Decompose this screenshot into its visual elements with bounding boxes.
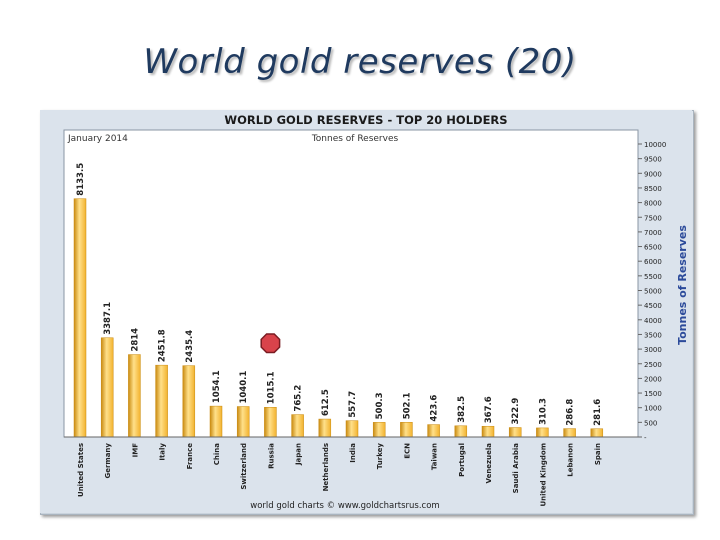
gold-reserves-chart: WORLD GOLD RESERVES - TOP 20 HOLDERS Jan… (40, 110, 692, 513)
chart-footer: world gold charts © www.goldchartsrus.co… (250, 501, 439, 511)
bar (182, 365, 196, 438)
y-tick-label: 8000 (644, 200, 662, 208)
bar-value-label: 2435.4 (185, 330, 195, 363)
y-tick-label: 7000 (644, 229, 662, 237)
bar (155, 364, 168, 438)
y-tick-label: 5000 (644, 288, 662, 296)
y-tick-label: 2500 (644, 361, 662, 369)
y-tick-label: 6500 (644, 244, 662, 252)
category-label: IMF (131, 443, 139, 458)
bar (536, 427, 549, 438)
y-axis-title: Tonnes of Reserves (676, 225, 689, 345)
bar-value-label: 3387.1 (103, 302, 113, 335)
bar-value-label: 1040.1 (239, 371, 249, 404)
bar (291, 414, 304, 438)
bar (508, 427, 522, 438)
y-tick-label: 6000 (644, 258, 662, 266)
y-tick-label: 1000 (644, 405, 662, 413)
y-tick-label: 3000 (644, 346, 662, 354)
bar-value-label: 765.2 (294, 385, 304, 412)
bar-value-label: 423.6 (430, 395, 440, 422)
date-label: January 2014 (67, 134, 128, 144)
bar-value-label: 281.6 (593, 399, 603, 426)
category-label: China (213, 443, 221, 466)
y-axis: - 500 1000 1500 2000 2500 3000 3500 4000 4500 5000… (638, 141, 666, 442)
category-label: Germany (104, 443, 112, 479)
y-tick-label: 4500 (644, 302, 662, 310)
bar-value-label: 1015.1 (266, 371, 276, 404)
category-label: Netherlands (322, 443, 330, 491)
bar (128, 354, 141, 438)
category-label: India (349, 443, 357, 463)
y-tick-label: 3500 (644, 331, 662, 339)
y-tick-label: 9000 (644, 170, 662, 178)
bar-value-label: 322.9 (511, 398, 521, 425)
bar (264, 407, 277, 438)
category-label: Italy (159, 443, 167, 461)
category-label: Venezuela (485, 443, 493, 484)
y-tick-label: - (644, 434, 647, 442)
bar (73, 198, 87, 438)
y-tick-label: 5500 (644, 273, 662, 281)
bar (209, 405, 223, 438)
bar-value-label: 367.6 (484, 396, 494, 423)
bar (454, 425, 468, 438)
bar-value-label: 612.5 (321, 389, 331, 416)
y-tick-label: 500 (644, 419, 657, 427)
highlight-marker (260, 333, 281, 354)
slide-title: World gold reserves (20) (143, 42, 577, 82)
bar-value-label: 557.7 (348, 391, 358, 418)
bar (590, 428, 604, 438)
bar (345, 420, 359, 438)
unit-label: Tonnes of Reserves (311, 134, 399, 144)
y-tick-label: 10000 (644, 141, 666, 149)
bar-value-label: 382.5 (457, 396, 467, 423)
bar (100, 337, 114, 438)
bar-value-label: 1054.1 (212, 370, 222, 403)
category-label: ECN (403, 443, 411, 459)
y-tick-label: 7500 (644, 214, 662, 222)
category-label: Portugal (458, 443, 466, 477)
category-label: United States (77, 443, 85, 497)
category-label: Lebanon (567, 443, 575, 477)
category-label: France (186, 443, 194, 470)
bar-value-label: 310.3 (538, 398, 548, 425)
category-label: Spain (594, 443, 602, 465)
category-label: Saudi Arabia (512, 443, 520, 494)
category-label: Turkey (376, 443, 384, 470)
bar-value-label: 500.3 (375, 392, 385, 419)
bar (318, 418, 332, 438)
category-label: Russia (267, 443, 275, 469)
category-label: United Kingdom (539, 443, 547, 507)
y-tick-label: 2000 (644, 375, 662, 383)
y-tick-label: 1500 (644, 390, 662, 398)
bar-value-label: 502.1 (402, 392, 412, 419)
y-tick-label: 4000 (644, 317, 662, 325)
chart-title: WORLD GOLD RESERVES - TOP 20 HOLDERS (224, 113, 507, 127)
category-label: Taiwan (431, 443, 439, 470)
bar (236, 406, 250, 438)
bar (563, 428, 576, 438)
bar-value-label: 2451.8 (158, 329, 168, 362)
bar (481, 425, 495, 438)
y-tick-label: 9500 (644, 156, 662, 164)
category-label: Japan (295, 443, 303, 466)
bar (372, 422, 386, 438)
bar-value-label: 286.8 (566, 399, 576, 426)
bars: 8133.5 United States 3387.1 Germany 2814 IMF 2… (64, 163, 638, 507)
bar-value-label: 8133.5 (76, 163, 86, 196)
bar (400, 422, 413, 438)
category-label: Switzerland (240, 443, 248, 490)
y-tick-label: 8500 (644, 185, 662, 193)
bar (427, 424, 440, 438)
bar-value-label: 2814 (130, 328, 140, 352)
